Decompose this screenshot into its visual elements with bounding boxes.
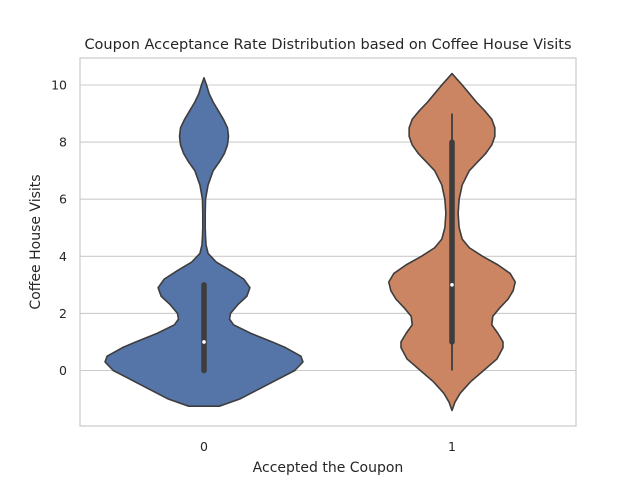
y-tick-label-4: 4: [59, 249, 67, 264]
y-tick-labels: 0 2 4 6 8 10: [51, 78, 67, 379]
x-tick-label-1: 1: [448, 439, 456, 454]
violin-median-0: [202, 340, 206, 344]
y-tick-label-6: 6: [59, 192, 67, 207]
grid-lines: [80, 84, 576, 372]
violin-0: [104, 77, 304, 407]
y-tick-label-2: 2: [59, 306, 67, 321]
y-tick-label-10: 10: [51, 78, 67, 93]
y-tick-label-8: 8: [59, 135, 67, 150]
x-tick-label-0: 0: [200, 439, 208, 454]
violins: [104, 72, 517, 412]
plot-frame: [79, 57, 577, 427]
violin-median-1: [450, 283, 454, 287]
chart-title: Coupon Acceptance Rate Distribution base…: [84, 37, 571, 53]
x-axis-label: Accepted the Coupon: [253, 460, 404, 476]
y-axis-label: Coffee House Visits: [28, 174, 44, 309]
y-tick-label-0: 0: [59, 363, 67, 378]
